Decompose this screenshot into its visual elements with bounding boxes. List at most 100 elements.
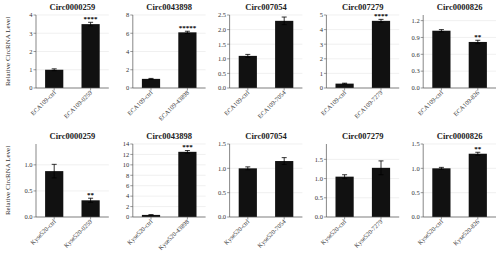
y-tick (227, 29, 230, 30)
y-tick-label: 1.5 (412, 140, 420, 147)
panel: Circ007279012345ECA109-ctrlECA109-7279**… (319, 2, 399, 120)
y-tick (227, 58, 230, 59)
title: Circ0000259 (50, 131, 96, 141)
grid-line (326, 217, 399, 218)
y-tick-label: 0.5 (315, 194, 323, 201)
y-tick (130, 217, 133, 218)
y-axis (326, 15, 327, 88)
annotation: **** (84, 15, 99, 23)
y-tick (421, 20, 424, 21)
annotation: **** (374, 12, 389, 20)
annotation: ** (87, 191, 95, 199)
y-tick-label: 12 (123, 151, 130, 158)
y-tick (324, 88, 327, 89)
panel: Circ0000259Relative CircRNA Level01234EC… (4, 2, 109, 120)
x-tick-label: ECA109-ctrl (126, 89, 154, 117)
y-tick-label: 2 (29, 48, 32, 55)
error-bar (88, 22, 93, 26)
error-cap (439, 167, 444, 168)
grid-line (230, 144, 303, 145)
annotation: *** (182, 143, 193, 151)
error-cap (475, 43, 480, 44)
y-tick-label: 0.0 (412, 213, 420, 220)
y-axis (36, 15, 37, 88)
y-tick-label: 2.5 (218, 11, 226, 18)
y-tick (324, 159, 327, 160)
error-cap (52, 177, 57, 178)
y-tick (34, 15, 37, 16)
error-line (284, 17, 285, 25)
y-tick (324, 197, 327, 198)
y-tick (324, 217, 327, 218)
error-bar (52, 69, 57, 71)
grid-line (423, 88, 496, 89)
error-bar (52, 164, 57, 178)
grid-line (423, 217, 496, 218)
y-tick-label: 0.0 (218, 213, 226, 220)
error-bar (245, 167, 250, 170)
x-tick (54, 217, 55, 220)
panel: Circ004389802468101214Kyse520-ctrlKyse52… (123, 131, 206, 251)
x-tick-label: ECA109-ctrl (319, 89, 347, 117)
y-tick (130, 144, 133, 145)
grid-line (230, 217, 303, 218)
bar (178, 32, 196, 88)
grid-line (36, 15, 109, 16)
error-bar (245, 54, 250, 57)
error-cap (149, 78, 154, 79)
error-cap (185, 153, 190, 154)
grid-line (423, 20, 496, 21)
grid-line (326, 159, 399, 160)
y-tick-label: 6 (126, 30, 130, 37)
bar (432, 31, 450, 88)
y-tick-label: 6 (126, 182, 130, 189)
x-tick-label: Kyse520-7279 (353, 218, 384, 249)
x-axis (423, 217, 496, 218)
panel: Circ0072790.00.51.01.5Kyse520-ctrlKyse52… (315, 131, 399, 249)
x-tick-label: ECA109-ctrl (223, 89, 251, 117)
error-cap (379, 22, 384, 23)
grid-line (133, 88, 206, 89)
y-axis-label: Relative CircRNA Level (4, 17, 12, 86)
error-bar (342, 83, 347, 85)
y-tick-label: 1.0 (412, 165, 420, 172)
x-tick-label: Kyse520-ctrl (222, 218, 250, 246)
y-tick (34, 88, 37, 89)
y-tick (421, 168, 424, 169)
x-tick (90, 88, 91, 91)
x-tick-label: Kyse520-43898 (157, 218, 190, 251)
marks (336, 161, 391, 217)
marks (142, 31, 197, 88)
marks (239, 17, 294, 88)
marks (432, 30, 487, 88)
y-tick (227, 73, 230, 74)
x-tick (441, 217, 442, 220)
y-tick-label: 2 (126, 203, 129, 210)
y-tick-label: 0.5 (412, 189, 420, 196)
x-tick (54, 88, 55, 91)
x-tick (90, 217, 91, 220)
y-tick-label: 4 (320, 26, 324, 33)
title: Circ0043898 (146, 131, 192, 141)
y-tick-label: 2 (126, 66, 129, 73)
y-tick-label: 4 (126, 48, 130, 55)
x-axis (230, 88, 303, 89)
error-cap (282, 157, 287, 158)
y-tick-label: 4 (126, 192, 130, 199)
grid-line (230, 15, 303, 16)
x-tick-label: Kyse520-ctrl (416, 218, 444, 246)
y-tick (130, 33, 133, 34)
x-axis (326, 217, 399, 218)
y-tick-label: 0.0 (24, 213, 32, 220)
error-cap (439, 31, 444, 32)
bar (336, 177, 354, 217)
x-tick (344, 88, 345, 91)
error-cap (149, 214, 154, 215)
title: Circ0043898 (146, 2, 192, 12)
error-cap (342, 178, 347, 179)
error-cap (439, 29, 444, 30)
y-tick-label: 1.2 (412, 17, 420, 24)
marks (142, 151, 197, 217)
marks (45, 22, 100, 88)
y-axis (423, 15, 424, 88)
